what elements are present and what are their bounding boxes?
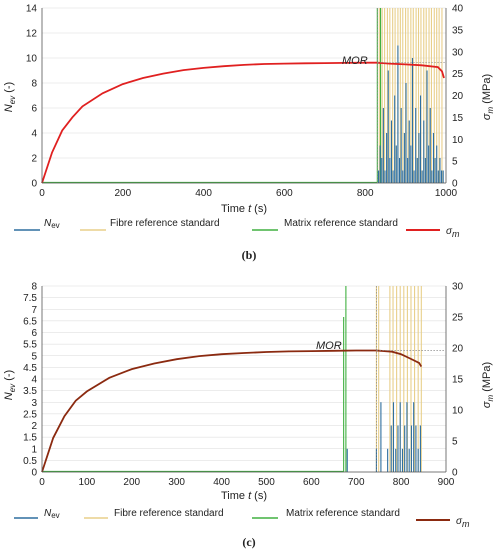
chart-c-nev-series <box>346 402 421 472</box>
chart-c-annotation-mor: MOR <box>316 340 342 352</box>
chart-c-ylabel-left: Nev (-) <box>3 370 17 400</box>
chart-c-ytick-left-10: 5 <box>31 351 37 362</box>
chart-b-ytick-left-1: 2 <box>31 154 37 165</box>
chart-b-ylabel-left: Nev (-) <box>3 82 17 112</box>
chart-b-ytick-left-3: 6 <box>31 104 37 115</box>
chart-b-ytick-left-7: 14 <box>26 4 38 15</box>
chart-b-ytick-right-2: 10 <box>452 135 464 146</box>
chart-b-xtick-5: 1000 <box>435 188 458 199</box>
chart-b-xtick-0: 0 <box>39 188 45 199</box>
legend-b-sigma-label: σm <box>446 226 460 239</box>
chart-b-ytick-left-6: 12 <box>26 29 38 40</box>
chart-c-xtick-7: 700 <box>348 477 365 488</box>
chart-b-sigma-series <box>41 61 445 184</box>
chart-b-matrix-series <box>42 8 382 184</box>
chart-c-ytick-left-11: 5.5 <box>23 340 37 351</box>
legend-b-nev-label: Nev <box>44 218 60 230</box>
chart-b-ylabel-right: σm (MPa) <box>481 74 495 120</box>
chart-panel-c: 00.511.522.533.544.555.566.577.580510152… <box>3 282 495 503</box>
chart-c-sigma-series <box>41 349 423 473</box>
chart-b-ytick-left-4: 8 <box>31 79 37 90</box>
chart-b-sigma-line <box>41 61 445 184</box>
chart-c-xtick-8: 800 <box>393 477 410 488</box>
chart-c-ytick-left-6: 3 <box>31 398 37 409</box>
chart-b-ytick-right-7: 35 <box>452 25 464 36</box>
chart-b-annotation-mor: MOR <box>342 55 368 67</box>
chart-b-nev-series <box>377 45 444 183</box>
chart-b-ytick-right-3: 15 <box>452 113 464 124</box>
chart-b-xtick-1: 200 <box>114 188 131 199</box>
chart-b-axes <box>41 8 447 184</box>
chart-b-ytick-right-5: 25 <box>452 69 464 80</box>
chart-c-ytick-left-0: 0 <box>31 468 37 479</box>
chart-c-ytick-left-14: 7 <box>31 305 37 316</box>
chart-c-xtick-4: 400 <box>213 477 230 488</box>
chart-c-ytick-right-4: 20 <box>452 344 464 355</box>
chart-c-xtick-1: 100 <box>79 477 96 488</box>
chart-c-ytick-right-2: 10 <box>452 406 464 417</box>
legend-b-fibre-label: Fibre reference standard <box>110 218 220 229</box>
chart-b-ytick-left-0: 0 <box>31 179 37 190</box>
chart-c-xtick-9: 900 <box>438 477 455 488</box>
chart-c-ytick-left-12: 6 <box>31 328 37 339</box>
chart-c-matrix-series <box>42 286 347 473</box>
chart-c-xlabel: Time t (s) <box>221 490 267 502</box>
chart-b-ytick-right-8: 40 <box>452 4 464 15</box>
chart-b-xtick-3: 600 <box>276 188 293 199</box>
chart-c-ylabel-right: σm (MPa) <box>481 362 495 408</box>
legend-c-sigma-label: σm <box>456 516 470 529</box>
chart-b-ytick-right-1: 5 <box>452 157 458 168</box>
chart-c-grid <box>42 285 446 473</box>
panel-b-label: (b) <box>242 248 257 262</box>
chart-c-ytick-left-9: 4.5 <box>23 363 37 374</box>
chart-b-ytick-left-5: 10 <box>26 54 38 65</box>
chart-b-ytick-right-6: 30 <box>452 47 464 58</box>
chart-c-ytick-left-8: 4 <box>31 375 37 386</box>
chart-c-ytick-left-3: 1.5 <box>23 433 37 444</box>
chart-c-xtick-6: 600 <box>303 477 320 488</box>
chart-c-ytick-left-2: 1 <box>31 444 37 455</box>
chart-b-grid <box>42 7 446 184</box>
panel-c-label: (c) <box>242 535 255 549</box>
chart-b-ytick-right-4: 20 <box>452 91 464 102</box>
chart-c-ytick-right-0: 0 <box>452 468 458 479</box>
chart-c-ytick-left-15: 7.5 <box>23 293 37 304</box>
legend-c-matrix-label: Matrix reference standard <box>286 508 400 519</box>
chart-c-ytick-left-4: 2 <box>31 421 37 432</box>
chart-b-legend: Nev Fibre reference standard Matrix refe… <box>14 218 460 239</box>
legend-c-nev-label: Nev <box>44 508 60 520</box>
chart-c-ytick-left-1: 0.5 <box>23 456 37 467</box>
chart-b-xtick-2: 400 <box>195 188 212 199</box>
chart-c-ticks: 00.511.522.533.544.555.566.577.580510152… <box>23 282 463 489</box>
chart-c-ytick-left-13: 6.5 <box>23 316 37 327</box>
chart-c-xtick-0: 0 <box>39 477 45 488</box>
chart-c-ytick-left-5: 2.5 <box>23 409 37 420</box>
chart-b-xlabel: Time t (s) <box>221 203 267 215</box>
chart-c-xtick-3: 300 <box>168 477 185 488</box>
chart-c-ytick-left-16: 8 <box>31 282 37 293</box>
chart-c-ytick-right-3: 15 <box>452 375 464 386</box>
chart-c-legend: Nev Fibre reference standard Matrix refe… <box>14 508 470 529</box>
chart-b-ytick-left-2: 4 <box>31 129 37 140</box>
chart-c-ytick-right-1: 5 <box>452 437 458 448</box>
chart-c-sigma-line <box>41 349 423 473</box>
legend-b-matrix-label: Matrix reference standard <box>284 218 398 229</box>
chart-b-ytick-right-0: 0 <box>452 179 458 190</box>
chart-b-xtick-4: 800 <box>357 188 374 199</box>
chart-c-ytick-right-5: 25 <box>452 313 464 324</box>
chart-c-axes <box>41 286 447 473</box>
chart-c-ytick-left-7: 3.5 <box>23 386 37 397</box>
chart-c-xtick-2: 200 <box>123 477 140 488</box>
legend-c-fibre-label: Fibre reference standard <box>114 508 224 519</box>
chart-c-xtick-5: 500 <box>258 477 275 488</box>
chart-c-ytick-right-6: 30 <box>452 282 464 293</box>
